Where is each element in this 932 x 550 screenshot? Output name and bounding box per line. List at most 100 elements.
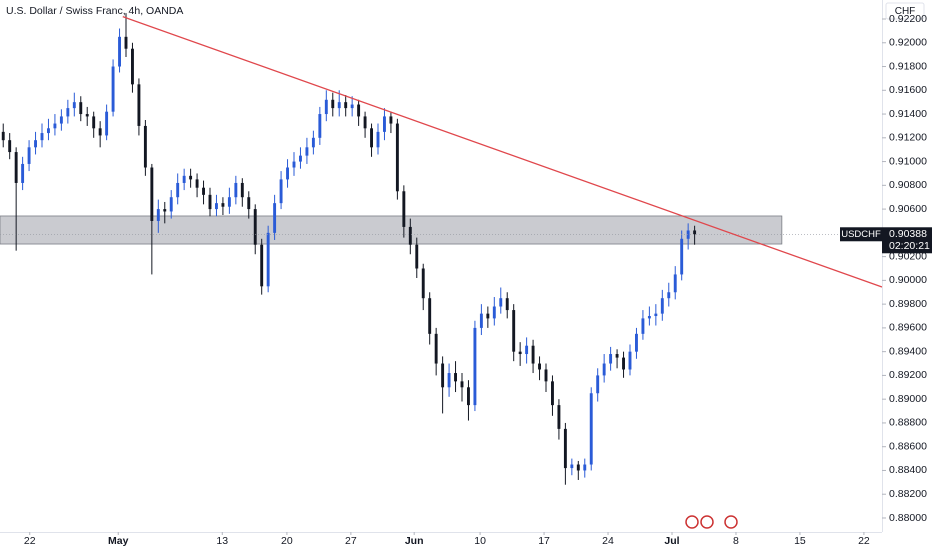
candle-body [350,104,354,109]
candle-body [221,203,225,207]
event-icon[interactable] [724,515,738,529]
candle-body [305,147,309,156]
x-tick-label: 24 [602,535,614,547]
candle-body [202,187,205,195]
currency-label[interactable]: CHF [895,6,916,17]
candle-body [337,102,341,109]
candle-body [518,351,522,355]
support-zone [0,215,783,245]
x-tick-label: May [108,535,129,547]
candle-body [460,381,464,388]
candle-body [163,209,167,212]
candle-body [98,128,102,136]
x-tick-label: 15 [794,535,806,547]
candle-body [118,36,121,67]
candle-body [635,333,638,352]
x-tick-label: 22 [858,535,870,547]
y-tick-label: 0.89600 [889,322,927,334]
candle-body [92,116,96,129]
event-icon[interactable] [700,515,714,529]
candle-body [538,363,541,370]
candle-body [544,369,548,382]
candle-body [150,167,154,221]
candle-body [615,354,619,358]
candle-body [66,108,70,117]
candle-body [189,175,193,180]
candle-body [408,226,412,245]
y-tick-label: 0.88000 [889,512,927,524]
countdown-label: 02:20:21 [889,240,930,252]
x-tick-label: 17 [538,535,550,547]
price-tag [882,227,932,254]
candle-body [253,209,257,245]
candle-body [292,161,296,168]
candle-body [72,102,76,109]
candle-body [376,131,380,148]
y-tick-label: 0.88200 [889,488,927,500]
candle-body [324,99,328,115]
symbol-label: USDCHF [841,229,881,240]
y-tick-label: 0.90000 [889,274,927,286]
candle-body [311,137,315,148]
candle-body [176,182,180,198]
y-tick-label: 0.91600 [889,84,927,96]
candle-body [551,381,554,406]
y-tick-label: 0.91400 [889,108,927,120]
candle-body [602,363,606,376]
candle-body [505,298,509,311]
candle-body [299,155,302,162]
candle-body [660,298,664,314]
candle-body [240,182,244,198]
candle-body [647,316,651,319]
candle-body [227,197,231,207]
y-tick-label: 0.90600 [889,203,927,215]
candle-body [583,464,587,471]
candle-body [111,66,115,112]
candle-body [421,268,425,299]
price-label: 0.90388 [889,228,927,240]
candle-body [14,152,18,183]
plot-area [0,13,883,485]
candle-body [8,140,12,153]
candle-body [47,128,50,134]
y-tick-label: 0.89200 [889,369,927,381]
candle-body [370,128,373,148]
x-tick-label: 8 [733,535,739,547]
x-tick-label: Jun [405,535,424,547]
candle-body [286,167,289,180]
event-icon[interactable] [685,515,699,529]
candle-body [85,114,89,117]
candle-body [53,123,57,129]
candle-body [609,354,613,364]
y-tick-label: 0.89400 [889,345,927,357]
candle-body [357,104,361,117]
candle-body [208,194,212,210]
candle-body [447,373,451,388]
candle-body [454,373,457,382]
candle-body [499,298,503,307]
candle-body [260,244,264,287]
candle-body [266,232,270,287]
candle-body [105,111,109,136]
event-icons [685,515,738,529]
symbol-tag [840,227,882,242]
x-tick-label: 22 [24,535,36,547]
candle-body [525,345,529,355]
currency-button[interactable] [885,2,925,20]
y-tick-label: 0.90800 [889,179,927,191]
candle-body [137,84,141,126]
x-tick-label: 13 [216,535,228,547]
candle-body [576,464,580,471]
candle-body [40,133,44,141]
candle-body [27,147,31,164]
candle-body [686,230,690,239]
candle-body [79,102,83,115]
candle-body [156,209,160,221]
y-tick-label: 0.91800 [889,60,927,72]
candle-body [59,116,63,124]
candle-body [389,116,393,124]
candle-body [589,393,593,465]
y-tick-label: 0.90200 [889,250,927,262]
candle-body [667,292,671,299]
